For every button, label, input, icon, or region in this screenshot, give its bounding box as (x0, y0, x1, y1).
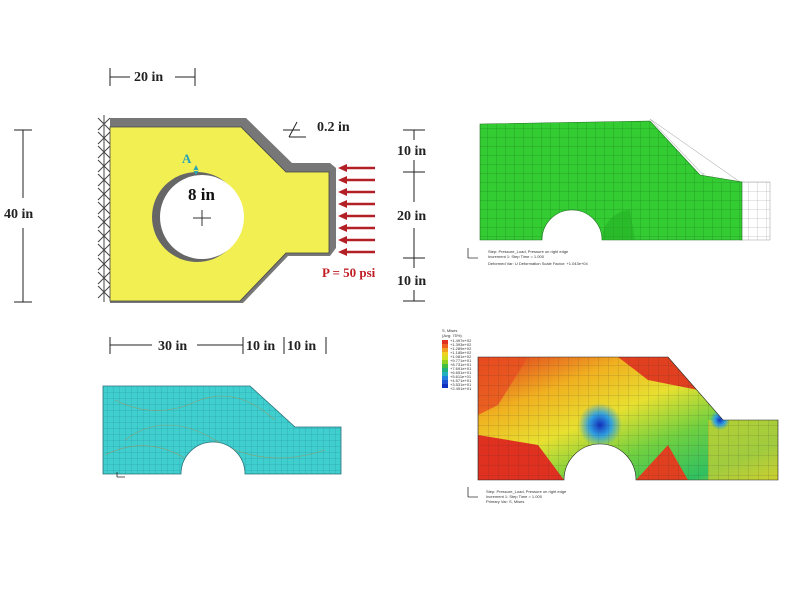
dim-bottom-mid: 10 in (246, 339, 275, 354)
mesh-stress-contour: S, Mises (Avg: 75%) +1.497e+02 +1.393e+0… (442, 328, 779, 504)
pressure-arrows (338, 164, 375, 256)
point-label: A (182, 151, 192, 166)
dim-left (14, 129, 32, 303)
fea-bottom-legend-1: Step: Pressure_Load, Pressure on right e… (486, 489, 567, 494)
dim-width-top: 20 in (134, 70, 163, 85)
legend-value-8: +6.651e+01 (450, 370, 472, 375)
legend-value-1: +1.393e+02 (450, 342, 472, 347)
plate-diagram: A 8 in 20 in 40 in 0.2 in 10 in 20 in 10… (4, 68, 426, 354)
stress-legend: S, Mises (Avg: 75%) +1.497e+02 +1.393e+0… (442, 328, 472, 391)
legend-value-10: +4.571e+01 (450, 378, 472, 383)
fea-top-legend-3: Deformed Var: U Deformation Scale Factor… (488, 261, 589, 266)
dim-right-bottom: 10 in (397, 274, 426, 289)
axis-triad-icon (467, 248, 478, 259)
fea-top-legend-1: Step: Pressure_Load, Pressure on right e… (488, 249, 569, 254)
hole-diameter-label: 8 in (188, 185, 215, 204)
legend-value-6: +8.731e+01 (450, 362, 472, 367)
legend-value-4: +1.081e+02 (450, 354, 472, 359)
legend-value-5: +9.771e+01 (450, 358, 472, 363)
fea-top-legend-2: Increment 1: Step Time = 1.000 (488, 254, 545, 259)
dim-thickness: 0.2 in (317, 120, 350, 135)
legend-title: S, Mises (442, 328, 457, 333)
axis-triad-icon (116, 472, 125, 478)
legend-value-3: +1.185e+02 (450, 350, 472, 355)
legend-value-2: +1.289e+02 (450, 346, 472, 351)
legend-value-12: +2.491e+01 (450, 386, 472, 391)
dim-height-left: 40 in (4, 207, 33, 222)
thickness-marker-icon (283, 121, 306, 138)
dim-right-top: 10 in (397, 144, 426, 159)
fixed-support-hatching (97, 115, 111, 302)
fea-bottom-legend-3: Primary Var: S, Mises (486, 499, 524, 504)
legend-value-0: +1.497e+02 (450, 338, 472, 343)
dim-top (109, 68, 196, 86)
mesh-deformed: Step: Pressure_Load, Pressure on right e… (467, 118, 771, 266)
mesh-undeformed (102, 385, 342, 478)
dim-right (403, 129, 425, 302)
dim-bottom-right: 10 in (287, 339, 316, 354)
legend-value-11: +3.531e+01 (450, 382, 472, 387)
fea-bottom-legend-2: Increment 1: Step Time = 1.000 (486, 494, 543, 499)
dim-bottom (109, 337, 327, 354)
legend-value-9: +5.611e+01 (450, 374, 472, 379)
dim-bottom-left: 30 in (158, 339, 187, 354)
legend-subtitle: (Avg: 75%) (442, 333, 462, 338)
axis-triad-icon (467, 487, 478, 498)
load-label: P = 50 psi (322, 265, 376, 280)
point-arrow-icon (193, 165, 199, 175)
legend-value-7: +7.691e+01 (450, 366, 472, 371)
dim-right-mid: 20 in (397, 209, 426, 224)
